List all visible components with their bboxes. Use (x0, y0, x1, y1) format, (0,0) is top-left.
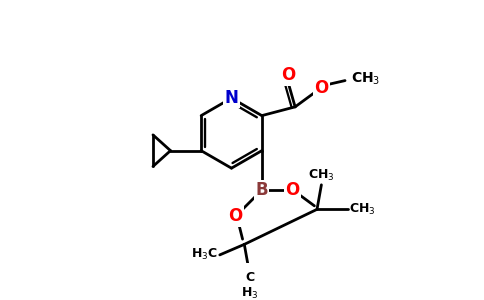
Text: C
H$_3$: C H$_3$ (241, 271, 258, 300)
Text: CH$_3$: CH$_3$ (349, 202, 376, 217)
Text: CH$_3$: CH$_3$ (308, 168, 335, 183)
Text: H$_3$C: H$_3$C (191, 247, 218, 262)
Text: O: O (314, 79, 329, 97)
Text: O: O (228, 207, 242, 225)
Text: B: B (256, 181, 268, 199)
Text: O: O (281, 66, 295, 84)
Text: CH$_3$: CH$_3$ (351, 70, 380, 87)
Text: O: O (286, 181, 300, 199)
Text: N: N (225, 89, 239, 107)
